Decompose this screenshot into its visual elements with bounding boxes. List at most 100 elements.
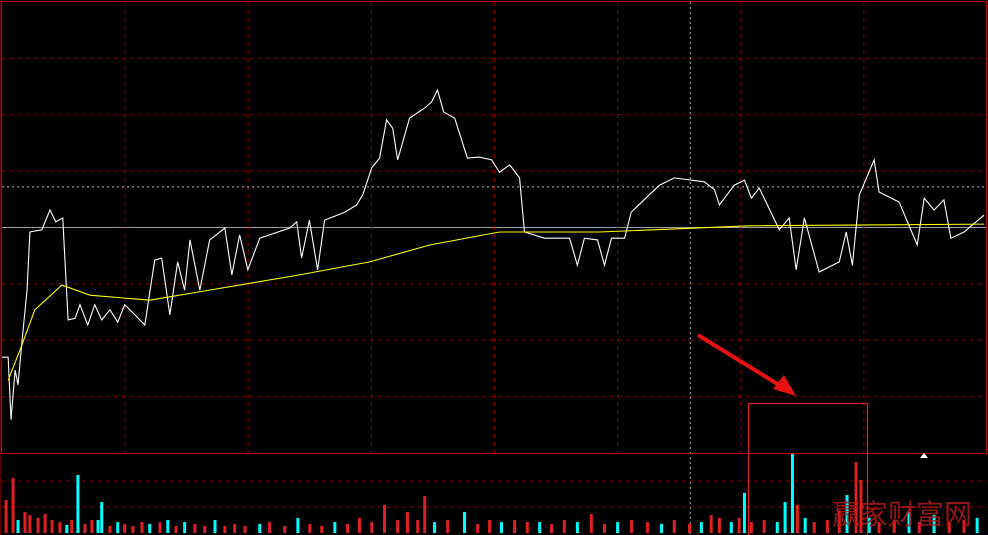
volume-bar — [699, 522, 703, 533]
volume-bar — [70, 520, 74, 533]
volume-bar — [907, 511, 911, 533]
volume-bar — [140, 522, 144, 533]
volume-bar — [803, 517, 807, 533]
volume-bar — [65, 524, 69, 533]
volume-bar — [825, 520, 829, 533]
arrow-head — [773, 375, 796, 396]
volume-bar — [709, 515, 713, 533]
volume-bar — [223, 525, 227, 533]
volume-bar — [717, 517, 721, 533]
volume-bar — [947, 522, 951, 533]
volume-bar — [812, 522, 816, 533]
volume-bar — [243, 525, 247, 533]
volume-bar — [116, 522, 120, 533]
volume-bar — [396, 520, 400, 533]
volume-bar — [975, 517, 979, 533]
volume-bar — [258, 523, 262, 533]
average-line — [7, 223, 985, 381]
volume-bar — [203, 525, 207, 533]
volume-bar — [775, 522, 779, 533]
volume-bar — [174, 525, 178, 533]
volume-bar — [630, 520, 634, 533]
volume-bar — [499, 522, 503, 533]
volume-bar — [333, 522, 337, 533]
volume-bar — [123, 523, 127, 533]
volume-bar — [616, 522, 620, 533]
volume-bar — [346, 523, 350, 533]
volume-bar — [213, 520, 217, 533]
marker-triangle — [920, 453, 928, 458]
volume-bar — [233, 523, 237, 533]
volume-bar — [837, 510, 841, 533]
volume-bar — [11, 477, 15, 533]
volume-bar — [962, 520, 966, 533]
volume-bar — [383, 504, 387, 533]
volume-bar — [416, 520, 420, 533]
volume-bar — [268, 522, 272, 533]
volume-bar — [602, 523, 606, 533]
volume-bar — [859, 479, 863, 533]
highlight-box — [747, 402, 869, 535]
volume-bar — [36, 517, 40, 533]
annotation-arrow — [696, 333, 786, 390]
volume-bar — [308, 523, 312, 533]
volume-bar — [729, 522, 733, 533]
volume-bar — [96, 520, 100, 533]
volume-bar — [16, 520, 20, 533]
volume-bar — [296, 517, 300, 533]
volume-bar — [737, 517, 741, 533]
volume-bar — [283, 525, 287, 533]
volume-bar — [575, 522, 579, 533]
volume-bar — [795, 504, 799, 533]
volume-bar — [23, 511, 27, 533]
price-line — [2, 88, 985, 420]
volume-bar — [357, 517, 361, 533]
volume-bar — [370, 522, 374, 533]
volume-bar — [90, 520, 94, 533]
volume-bar — [423, 496, 427, 533]
volume-bar — [50, 520, 54, 533]
volume-bar — [131, 525, 135, 533]
volume-bar — [405, 511, 409, 533]
volume-bar — [158, 522, 162, 533]
volume-bar — [513, 520, 517, 533]
volume-bar — [892, 520, 896, 533]
volume-bar — [867, 517, 871, 533]
volume-bar — [687, 523, 691, 533]
volume-bar — [762, 520, 766, 533]
volume-bar — [917, 522, 921, 533]
volume-bar — [83, 523, 87, 533]
volume-bar — [76, 475, 80, 533]
volume-bar — [183, 522, 187, 533]
volume-bar — [749, 522, 753, 533]
volume-bar — [28, 515, 32, 533]
volume-bar — [525, 522, 529, 533]
volume-bar — [845, 495, 849, 533]
volume-bar — [446, 520, 450, 533]
volume-bar — [660, 523, 664, 533]
volume-bar — [854, 462, 858, 533]
volume-bar — [783, 502, 787, 533]
volume-bar — [100, 502, 104, 533]
volume-bar — [672, 520, 676, 533]
volume-bar — [193, 523, 197, 533]
volume-bar — [148, 523, 152, 533]
volume-bar — [476, 523, 480, 533]
volume-bar — [43, 514, 47, 533]
volume-bar — [488, 520, 492, 533]
volume-bar — [320, 525, 324, 533]
volume-bar — [538, 522, 542, 533]
volume-bar — [562, 520, 566, 533]
volume-bar — [4, 499, 8, 533]
volume-bar — [646, 522, 650, 533]
volume-bar — [589, 514, 593, 533]
volume-bar — [742, 492, 746, 533]
watermark: 赢家财富网 — [832, 498, 972, 531]
volume-bar — [166, 520, 170, 533]
volume-bar — [790, 452, 794, 533]
main-panel-border — [1, 1, 987, 454]
volume-bar — [463, 511, 467, 533]
